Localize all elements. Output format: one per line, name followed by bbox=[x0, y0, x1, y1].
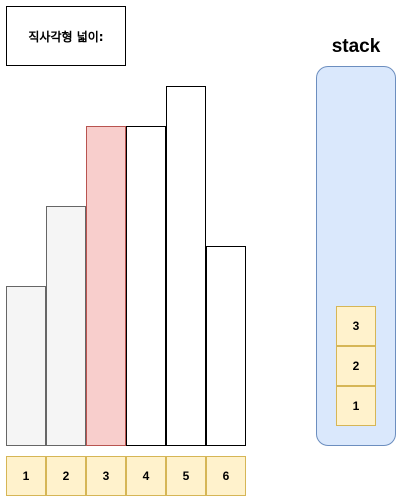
histogram-bar-4 bbox=[126, 126, 166, 446]
index-cell-3: 3 bbox=[86, 456, 126, 496]
stack-title: stack bbox=[316, 36, 396, 58]
stack-item-top: 3 bbox=[336, 306, 376, 346]
histogram-bar-2 bbox=[46, 206, 86, 446]
histogram-bar-1 bbox=[6, 286, 46, 446]
rectangle-area-label: 직사각형 넓이: bbox=[6, 6, 126, 66]
histogram-bar-3 bbox=[86, 126, 126, 446]
index-cell-1: 1 bbox=[6, 456, 46, 496]
histogram-bar-5 bbox=[166, 86, 206, 446]
index-cell-2: 2 bbox=[46, 456, 86, 496]
histogram-bar-6 bbox=[206, 246, 246, 446]
index-cell-5: 5 bbox=[166, 456, 206, 496]
index-cell-6: 6 bbox=[206, 456, 246, 496]
stack-item-middle: 2 bbox=[336, 346, 376, 386]
stack-item-bottom: 1 bbox=[336, 386, 376, 426]
index-cell-4: 4 bbox=[126, 456, 166, 496]
